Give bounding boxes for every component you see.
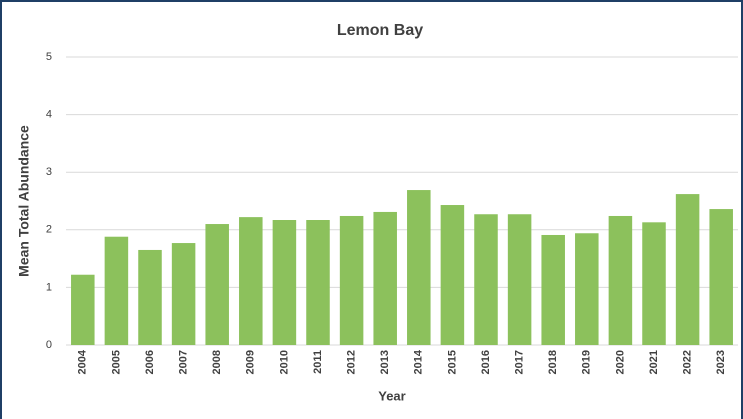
x-tick-label: 2005 [110,350,122,374]
bar [138,249,162,345]
bar [642,222,666,345]
bar [104,236,129,345]
x-tick-label: 2018 [547,350,559,374]
x-tick-label: 2006 [144,350,156,374]
y-tick-label: 3 [46,166,52,178]
bar [474,214,498,345]
x-tick-label: 2015 [446,350,458,374]
bar [507,214,532,345]
bar [171,243,196,345]
x-tick-label: 2014 [413,349,425,374]
x-tick-label: 2004 [77,349,89,374]
bar [440,205,465,345]
bar [407,190,431,345]
x-tick-label: 2012 [346,350,358,374]
x-tick-label: 2010 [278,350,290,374]
bar [272,220,297,345]
bar [373,211,397,345]
x-tick-label: 2011 [312,350,324,374]
bar [608,215,633,345]
y-tick-label: 2 [46,224,52,236]
bar [71,274,95,345]
x-tick-label: 2023 [715,350,727,374]
x-tick-label: 2008 [211,350,223,374]
x-axis-label: Year [378,388,405,403]
x-tick-label: 2017 [514,350,526,374]
x-tick-label: 2021 [648,350,660,374]
x-tick-label: 2007 [178,350,190,374]
bar [205,224,229,345]
y-tick-label: 0 [46,339,52,351]
x-tick-label: 2013 [379,350,391,374]
y-axis-label: Mean Total Abundance [16,125,32,277]
x-tick-label: 2009 [245,350,257,374]
y-tick-label: 1 [46,281,52,293]
bar [575,233,599,345]
bar [709,209,733,345]
y-tick-label: 4 [46,109,52,121]
x-tick-label: 2016 [480,350,492,374]
chart-title: Lemon Bay [337,22,423,39]
y-tick-label: 5 [46,51,52,63]
bar [541,234,565,345]
bar [675,194,700,345]
x-tick-label: 2020 [614,350,626,374]
x-tick-label: 2022 [682,350,694,374]
x-tick-label: 2019 [581,350,593,374]
bar [339,215,364,345]
bar [306,220,330,345]
bar [239,217,263,345]
